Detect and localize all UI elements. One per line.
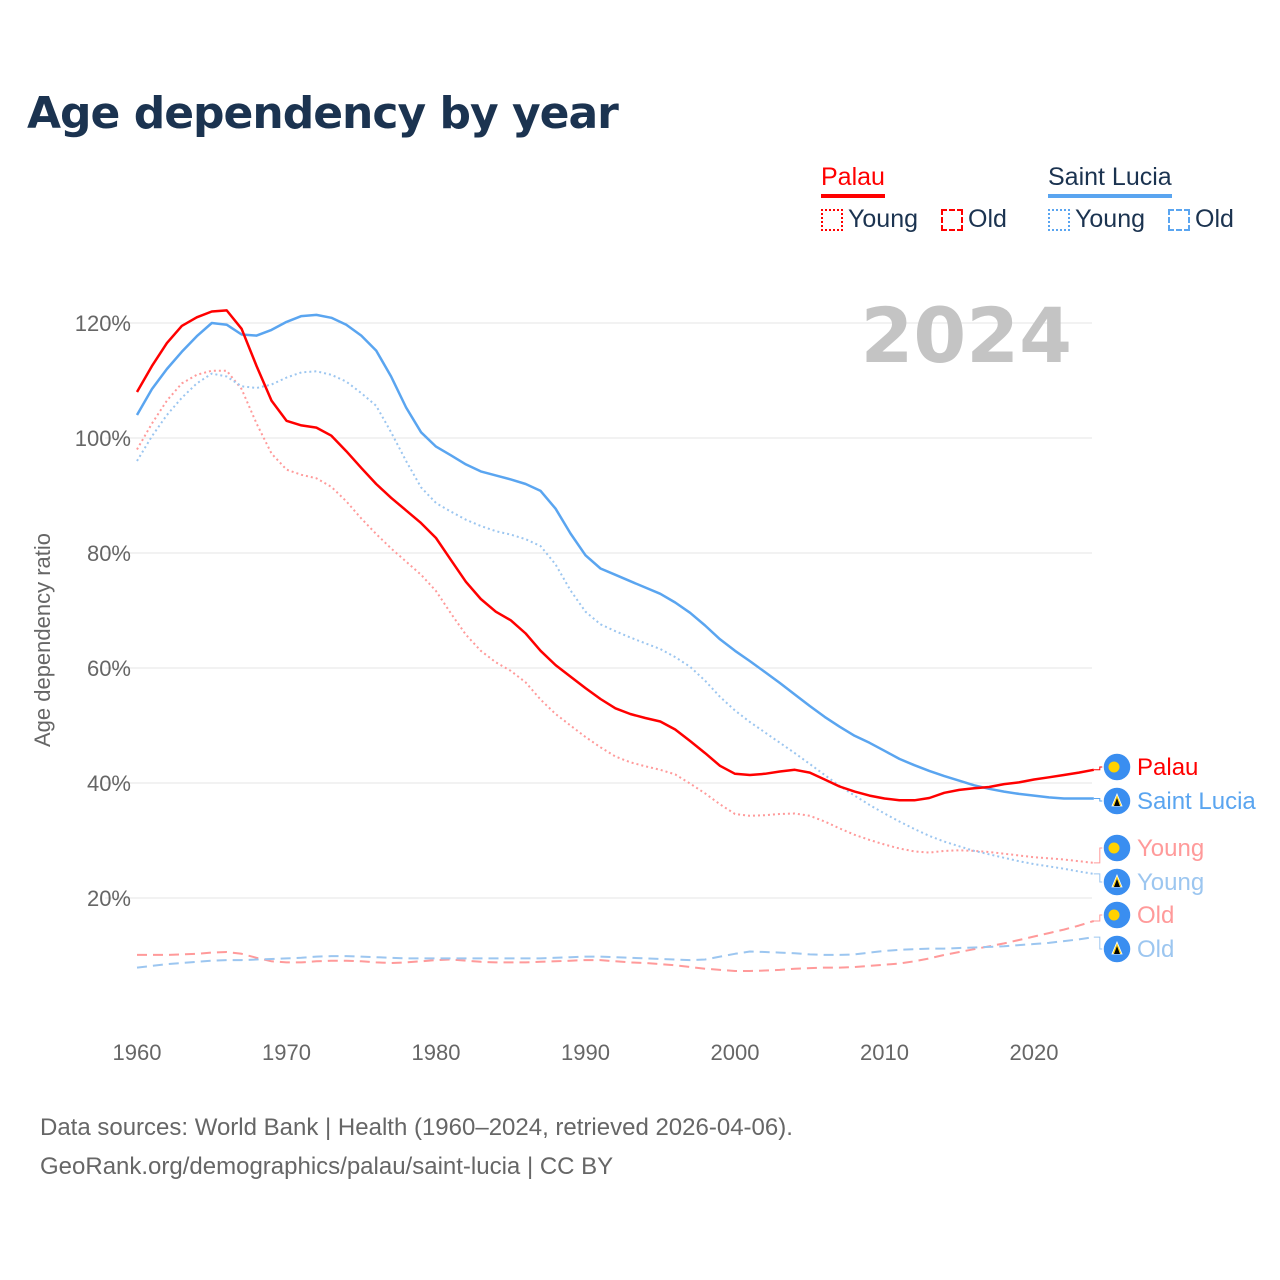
- series-line-saint-lucia: [135, 313, 1094, 800]
- x-tick-label: 2000: [711, 1040, 760, 1065]
- legend-label: Old: [968, 205, 1007, 233]
- flag-triangle-inner: [1114, 946, 1120, 954]
- legend-saint-lucia-young[interactable]: Young: [1048, 205, 1145, 234]
- source-link[interactable]: GeoRank.org/demographics/palau/saint-luc…: [40, 1153, 614, 1180]
- page-title: Age dependency by year: [27, 88, 619, 139]
- end-label-palau: Palau: [1137, 754, 1198, 781]
- palau-flag-icon: [1102, 900, 1132, 930]
- year-watermark: 2024: [860, 291, 1072, 380]
- y-tick-label: 80%: [87, 541, 131, 566]
- y-tick-label: 60%: [87, 656, 131, 681]
- flag-triangle-inner: [1114, 798, 1120, 806]
- legend-label: Young: [1075, 205, 1145, 233]
- x-tick-label: 1980: [412, 1040, 461, 1065]
- saint-lucia-flag-icon: [1102, 786, 1132, 816]
- flag-triangle-inner: [1114, 879, 1120, 887]
- series-line-palau-old: [137, 920, 1095, 972]
- legend-saint-lucia-header: Saint Lucia: [1048, 163, 1172, 198]
- dotted-swatch-icon: [1048, 208, 1070, 231]
- series-line-palau-young: [136, 369, 1094, 864]
- legend-saint-lucia-old[interactable]: Old: [1168, 205, 1234, 234]
- y-tick-label: 20%: [87, 886, 131, 911]
- series-line-saint-lucia-old: [136, 936, 1094, 969]
- end-label-palau-old: Old: [1137, 902, 1174, 929]
- y-tick-label: 100%: [75, 426, 131, 451]
- end-label-saint-lucia: Saint Lucia: [1137, 788, 1256, 815]
- x-tick-label: 1990: [561, 1040, 610, 1065]
- source-note: Data sources: World Bank | Health (1960–…: [40, 1108, 793, 1186]
- dashed-swatch-icon: [941, 208, 963, 231]
- y-tick-label: 40%: [87, 771, 131, 796]
- series-line-saint-lucia-young: [136, 370, 1094, 875]
- saint-lucia-flag-icon: [1102, 867, 1132, 897]
- end-label-palau-young: Young: [1137, 835, 1204, 862]
- legend-label: Old: [1195, 205, 1234, 233]
- x-tick-label: 1970: [262, 1040, 311, 1065]
- x-tick-label: 2010: [860, 1040, 909, 1065]
- x-tick-label: 1960: [113, 1040, 162, 1065]
- legend-palau-header: Palau: [821, 163, 885, 198]
- saint-lucia-flag-icon: [1102, 934, 1132, 964]
- x-tick-label: 2020: [1010, 1040, 1059, 1065]
- dashed-swatch-icon: [1168, 208, 1190, 231]
- legend-palau-old[interactable]: Old: [941, 205, 1007, 234]
- dotted-swatch-icon: [821, 208, 843, 231]
- flag-sun: [1108, 842, 1120, 854]
- palau-flag-icon: [1102, 833, 1132, 863]
- legend-label: Young: [848, 205, 918, 233]
- legend-palau-young[interactable]: Young: [821, 205, 918, 234]
- end-label-saint-lucia-old: Old: [1137, 936, 1174, 963]
- flag-sun: [1108, 909, 1120, 921]
- y-axis-label: Age dependency ratio: [30, 533, 55, 747]
- flag-sun: [1108, 761, 1120, 773]
- source-line: Data sources: World Bank | Health (1960–…: [40, 1114, 793, 1141]
- palau-flag-icon: [1102, 752, 1132, 782]
- y-tick-label: 120%: [75, 311, 131, 336]
- series-line-palau: [135, 309, 1095, 802]
- end-label-saint-lucia-young: Young: [1137, 869, 1204, 896]
